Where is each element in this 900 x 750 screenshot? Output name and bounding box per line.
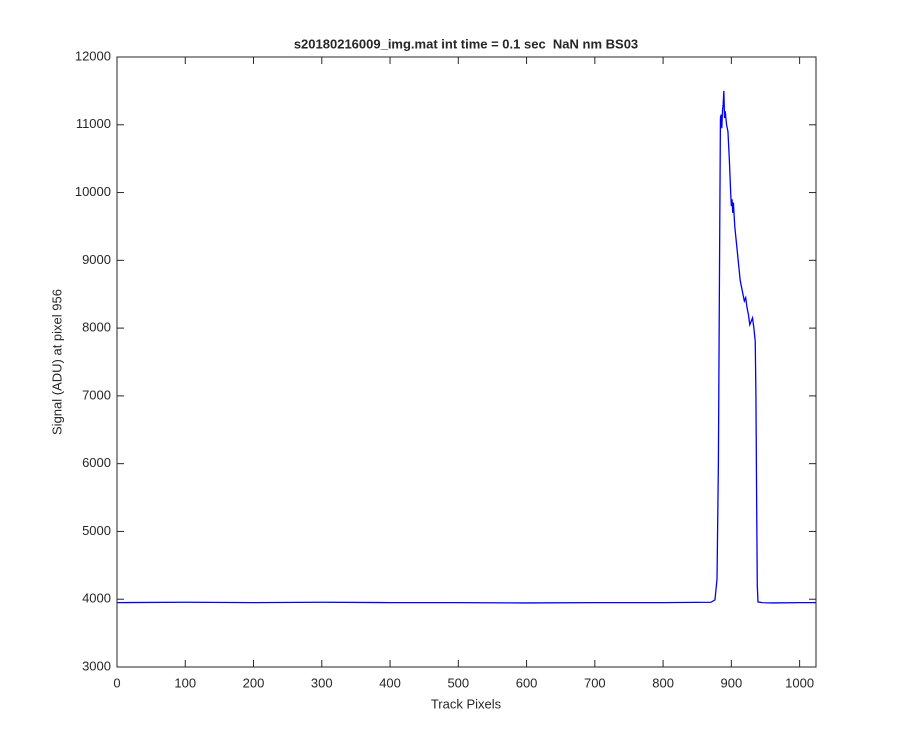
x-tick-label: 200 — [243, 675, 265, 690]
x-tick-label: 800 — [652, 675, 674, 690]
axes-box — [116, 56, 817, 668]
x-tick-label: 300 — [311, 675, 333, 690]
y-tick-label: 12000 — [75, 48, 111, 63]
y-tick-label: 5000 — [82, 523, 111, 538]
x-tick-label: 500 — [447, 675, 469, 690]
x-tick-label: 600 — [516, 675, 538, 690]
data-line — [116, 90, 816, 604]
y-tick-label: 4000 — [82, 591, 111, 606]
x-tick-label: 100 — [174, 675, 196, 690]
y-tick-label: 9000 — [82, 252, 111, 267]
x-axis-label: Track Pixels — [431, 696, 502, 711]
x-tick-label: 400 — [379, 675, 401, 690]
y-tick-label: 10000 — [75, 184, 111, 199]
y-tick-label: 7000 — [82, 387, 111, 402]
x-tick-label: 700 — [584, 675, 606, 690]
y-tick-label: 8000 — [82, 320, 111, 335]
y-axis-label: Signal (ADU) at pixel 956 — [49, 289, 64, 435]
chart-title: s20180216009_img.mat int time = 0.1 sec … — [294, 36, 638, 51]
x-tick-label: 900 — [721, 675, 743, 690]
y-tick-label: 6000 — [82, 455, 111, 470]
x-tick-label: 1000 — [785, 675, 814, 690]
x-tick-label: 0 — [113, 675, 120, 690]
y-tick-label: 3000 — [82, 658, 111, 673]
y-tick-label: 11000 — [76, 116, 111, 131]
